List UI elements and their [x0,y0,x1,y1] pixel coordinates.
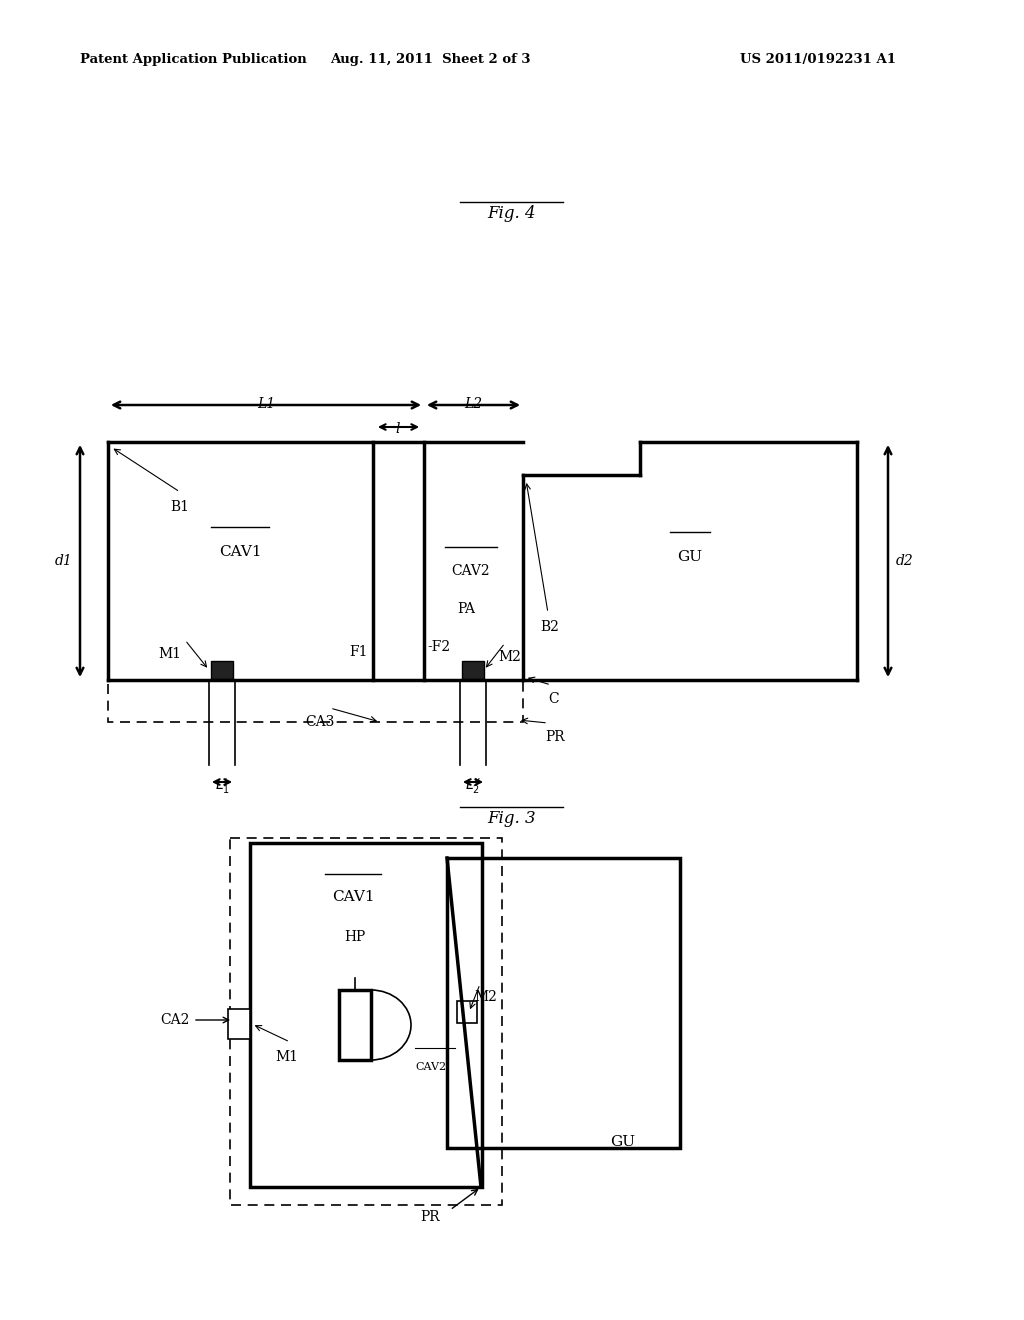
Text: PA: PA [457,602,475,616]
Text: -F2: -F2 [427,640,451,653]
Text: US 2011/0192231 A1: US 2011/0192231 A1 [740,54,896,66]
Text: L2: L2 [464,397,482,411]
Bar [339,990,371,1060]
Bar [250,843,482,1187]
Text: CAV1: CAV1 [219,545,261,558]
Text: d2: d2 [896,554,913,568]
Bar [230,838,502,1205]
Text: CAV1: CAV1 [332,890,375,904]
Text: l: l [395,422,400,436]
Text: F1: F1 [349,645,368,659]
Text: Patent Application Publication: Patent Application Publication [80,54,307,66]
Text: $L_1'$: $L_1'$ [214,776,229,796]
Text: M1: M1 [158,647,181,661]
Text: M1: M1 [275,1049,298,1064]
Text: CA2: CA2 [161,1012,190,1027]
Text: PR: PR [545,730,564,744]
Text: $L_2''$: $L_2''$ [465,776,481,796]
Text: B1: B1 [170,500,189,513]
Text: L1: L1 [257,397,275,411]
Bar [108,680,523,722]
Text: Fig. 3: Fig. 3 [487,810,537,828]
Bar [228,1008,250,1039]
Bar [457,1001,477,1023]
Text: CA3: CA3 [305,715,335,729]
Text: Aug. 11, 2011  Sheet 2 of 3: Aug. 11, 2011 Sheet 2 of 3 [330,54,530,66]
Text: M2: M2 [474,990,497,1005]
Bar [447,858,680,1148]
Text: PR: PR [420,1210,439,1224]
Text: GU: GU [678,550,702,564]
Text: CAV2: CAV2 [415,1063,446,1072]
Bar [462,661,484,678]
Text: Fig. 4: Fig. 4 [487,205,537,222]
Text: M2: M2 [498,649,521,664]
Text: HP: HP [344,931,366,944]
Text: GU: GU [610,1135,635,1148]
Text: d1: d1 [54,554,72,568]
Bar [211,661,233,678]
Text: C: C [548,692,559,706]
Text: B2: B2 [540,620,559,634]
Text: CAV2: CAV2 [452,564,490,578]
